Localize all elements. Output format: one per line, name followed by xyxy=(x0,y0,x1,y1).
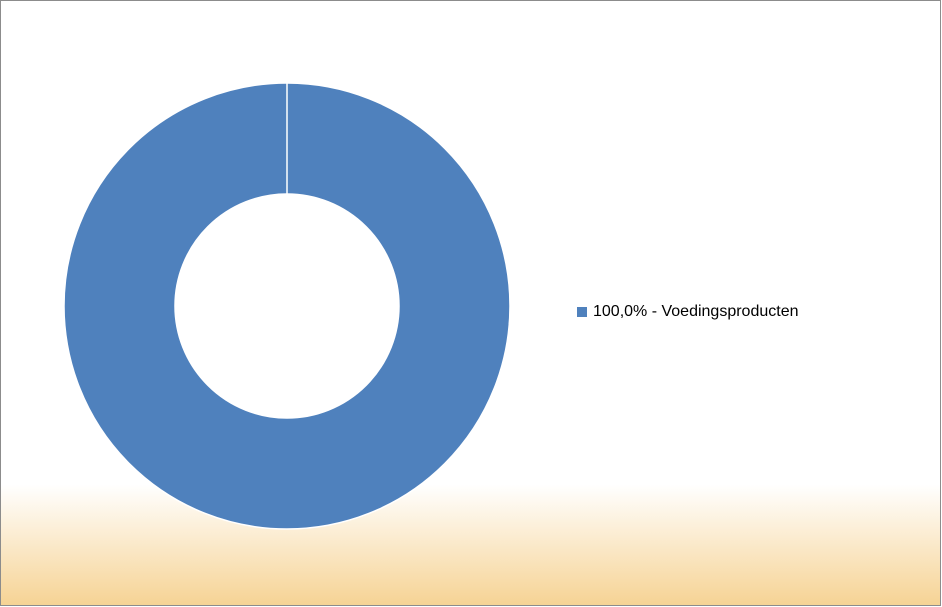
legend-label: 100,0% - Voedingsproducten xyxy=(593,303,798,320)
legend-swatch xyxy=(577,307,587,317)
donut-segment xyxy=(63,82,511,530)
